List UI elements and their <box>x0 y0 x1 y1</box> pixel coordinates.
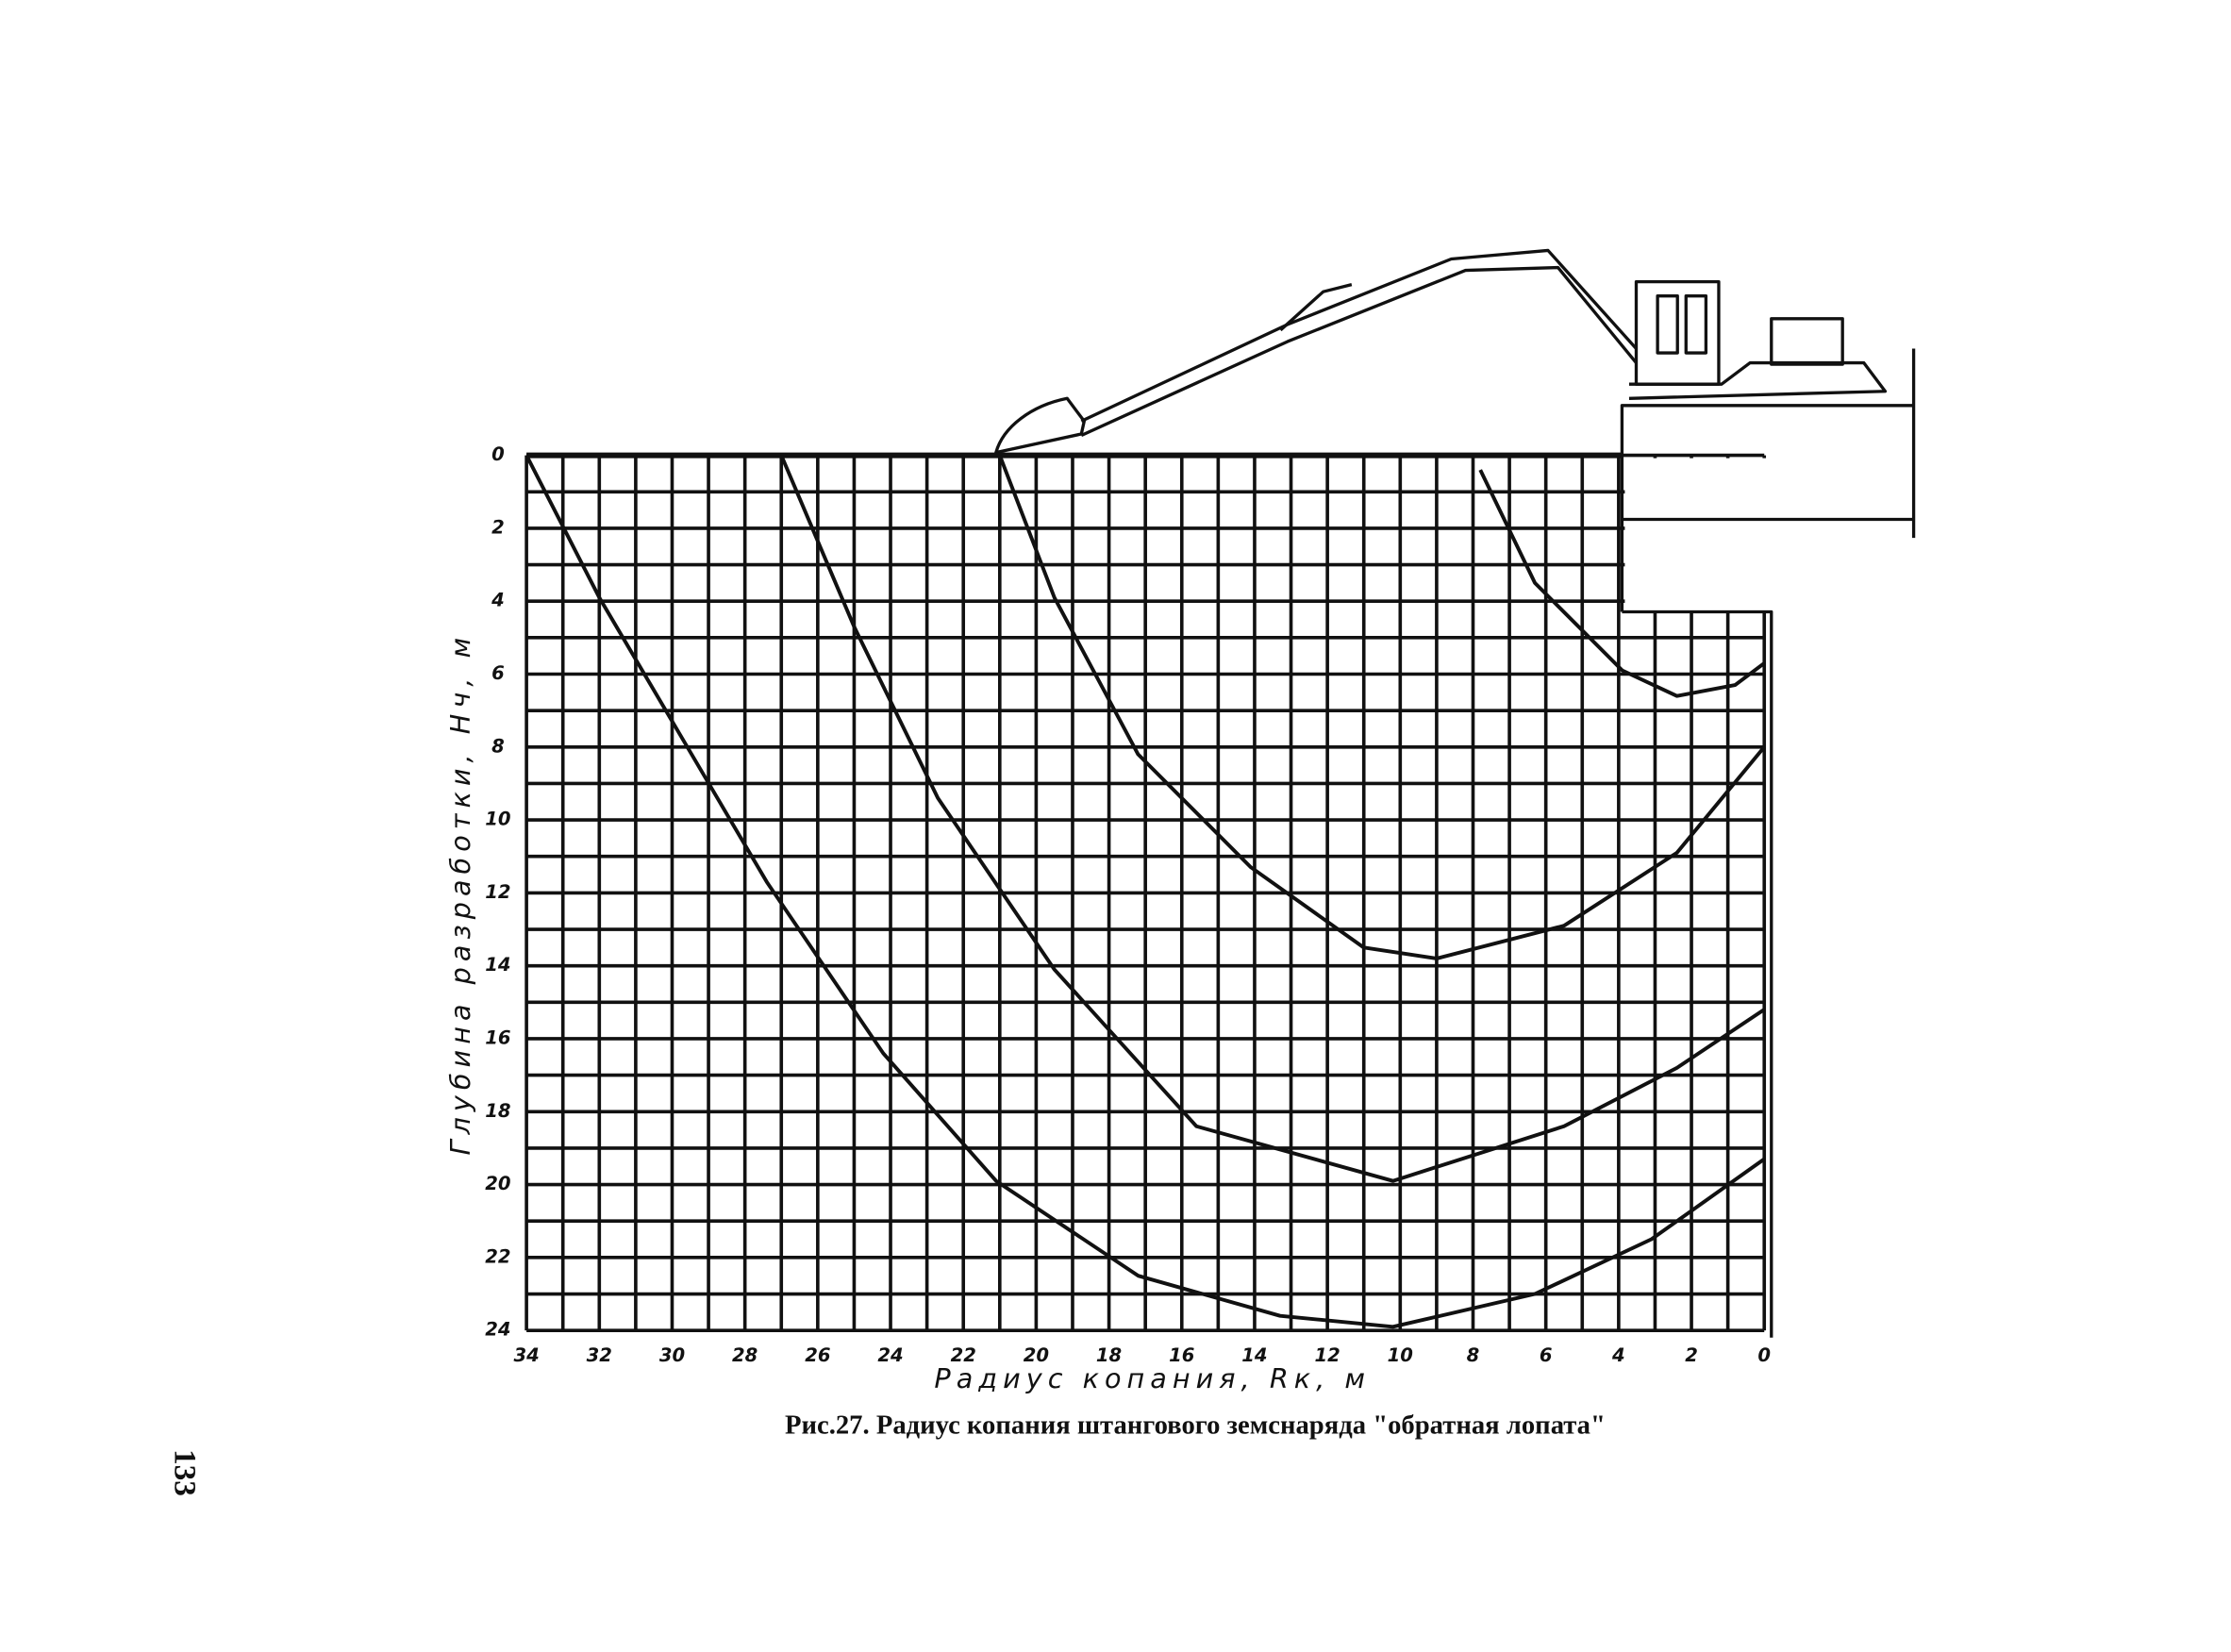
x-tick-label: 28 <box>732 1344 758 1366</box>
curve <box>997 454 1766 960</box>
y-axis-label: Глубина разработки, Нч, м <box>444 632 476 1156</box>
x-tick-label: 22 <box>951 1344 976 1366</box>
x-tick-label: 0 <box>1757 1344 1771 1366</box>
x-tick-label: 34 <box>513 1344 539 1366</box>
page-number: 133 <box>168 1449 203 1496</box>
x-axis-label: Радиус копания, Rк, м <box>934 1362 1371 1394</box>
x-tick-label: 16 <box>1169 1344 1194 1366</box>
x-tick-label: 12 <box>1314 1344 1340 1366</box>
caption: Рис.27. Радиус копания штангового земсна… <box>785 1410 1606 1440</box>
y-tick-label: 20 <box>485 1173 510 1194</box>
grid <box>524 453 1767 1332</box>
x-tick-label: 26 <box>805 1344 830 1366</box>
bank <box>1620 348 1916 1338</box>
curve <box>779 454 1766 1183</box>
y-tick-label: 24 <box>485 1319 510 1341</box>
y-tick-label: 22 <box>485 1245 510 1267</box>
excavator <box>994 248 1888 455</box>
y-tick-label: 18 <box>485 1100 510 1122</box>
y-tick-label: 8 <box>491 735 505 757</box>
y-tick-label: 12 <box>485 881 510 903</box>
y-tick-label: 4 <box>491 590 505 611</box>
x-tick-label: 14 <box>1241 1344 1267 1366</box>
bank-mask <box>1624 458 1782 611</box>
x-tick-label: 2 <box>1685 1344 1698 1366</box>
y-tick-label: 10 <box>485 809 510 830</box>
y-tick-label: 6 <box>491 662 505 684</box>
x-tick-label: 10 <box>1388 1344 1413 1366</box>
x-tick-label: 4 <box>1611 1344 1625 1366</box>
x-tick-label: 32 <box>587 1344 612 1366</box>
y-tick-label: 2 <box>491 516 505 538</box>
y-tick-label: 16 <box>485 1026 510 1048</box>
x-tick-label: 30 <box>659 1344 685 1366</box>
x-tick-label: 6 <box>1540 1344 1553 1366</box>
curve <box>524 454 1766 1329</box>
x-tick-label: 18 <box>1096 1344 1122 1366</box>
y-tick-label: 0 <box>491 443 505 465</box>
x-tick-label: 8 <box>1467 1344 1480 1366</box>
x-tick-label: 20 <box>1024 1344 1049 1366</box>
y-tick-label: 14 <box>485 954 510 976</box>
x-tick-label: 24 <box>877 1344 903 1366</box>
curve <box>1478 469 1766 698</box>
